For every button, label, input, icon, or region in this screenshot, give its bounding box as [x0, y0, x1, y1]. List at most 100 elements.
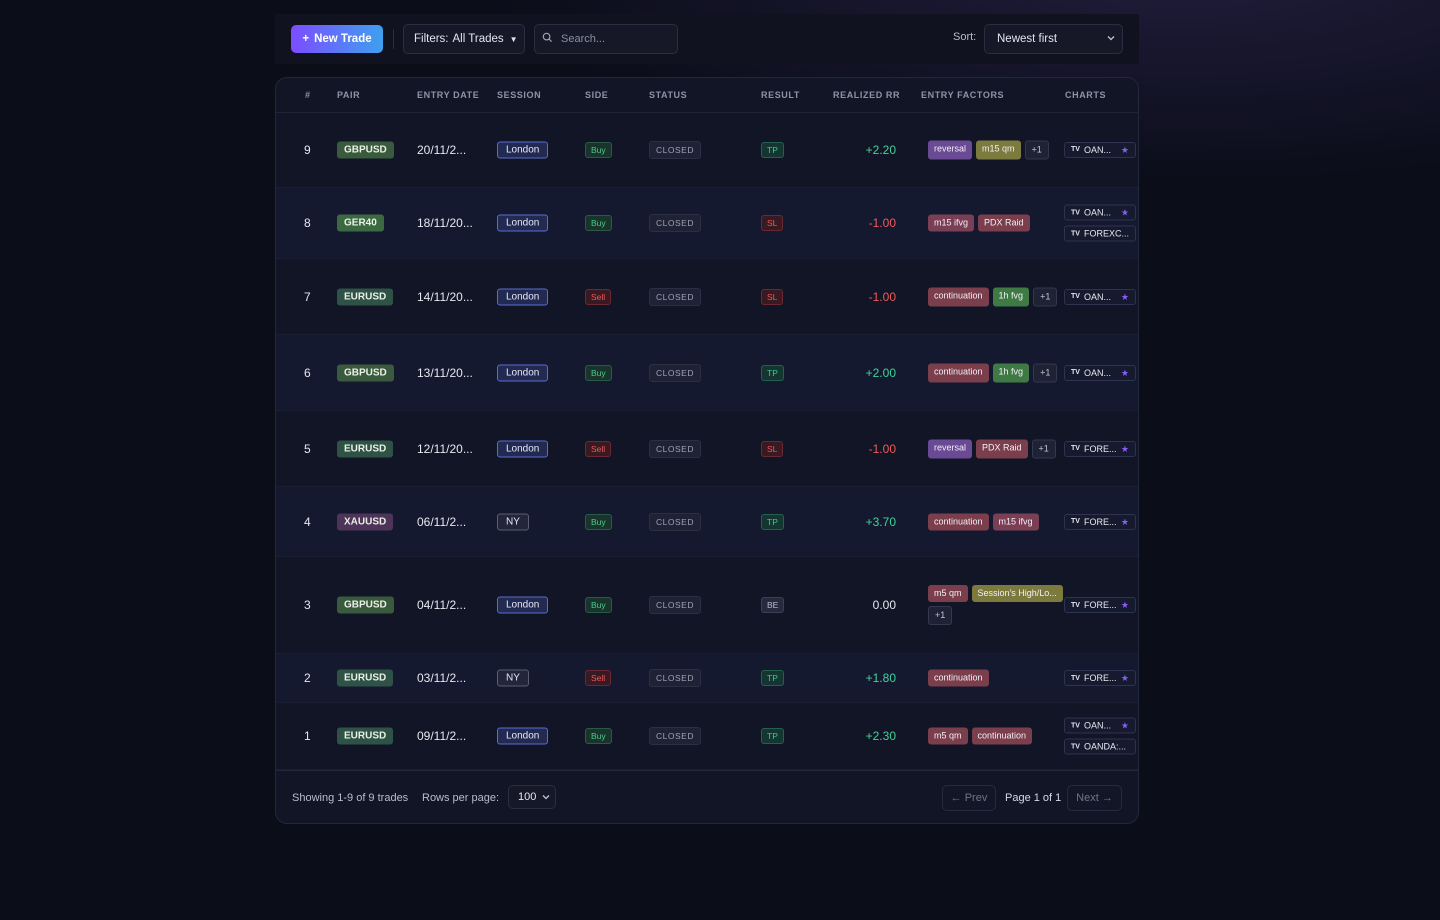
entry-factor-tag: m5 qm	[928, 585, 968, 602]
session-badge: London	[497, 141, 549, 158]
pair-badge: GBPUSD	[337, 141, 394, 158]
result-badge: TP	[761, 141, 784, 158]
entry-date: 14/11/20...	[417, 289, 473, 304]
more-factors-badge[interactable]: +1	[1031, 439, 1056, 458]
table-row[interactable]: 2 EURUSD 03/11/2... NY Sell CLOSED TP +1…	[276, 654, 1138, 703]
table-header: # PAIR ENTRY DATE SESSION SIDE STATUS RE…	[276, 78, 1138, 113]
column-header-entry-factors: ENTRY FACTORS	[921, 90, 1005, 100]
chart-link[interactable]: TV OAN... ★	[1064, 717, 1136, 734]
realized-rr: -1.00	[868, 289, 896, 304]
result-badge: TP	[761, 513, 784, 530]
status-badge: CLOSED	[649, 439, 701, 458]
more-factors-badge[interactable]: +1	[1024, 140, 1049, 159]
entry-factor-tag: 1h fvg	[992, 287, 1030, 306]
new-trade-button[interactable]: + New Trade	[291, 25, 383, 53]
more-factors-badge[interactable]: +1	[1033, 363, 1058, 382]
chart-label: FORE...	[1083, 673, 1117, 683]
tradingview-icon: TV	[1071, 445, 1080, 452]
star-icon: ★	[1120, 367, 1129, 378]
search-input[interactable]	[559, 32, 673, 46]
session-badge: London	[497, 214, 549, 232]
entry-factor-tag: reversal	[928, 439, 973, 458]
chart-link[interactable]: TV OAN... ★	[1064, 141, 1136, 158]
table-row[interactable]: 1 EURUSD 09/11/2... London Buy CLOSED TP…	[276, 703, 1138, 770]
session-badge: London	[497, 596, 549, 614]
entry-factor-tag: continuation	[928, 287, 989, 306]
chart-link[interactable]: TV OAN... ★	[1064, 204, 1136, 221]
chart-label: FORE...	[1083, 516, 1117, 527]
status-badge: CLOSED	[649, 363, 701, 382]
star-icon: ★	[1120, 600, 1129, 610]
side-badge: Sell	[585, 440, 612, 457]
chevron-down-icon	[541, 792, 551, 805]
chart-link[interactable]: TV OAN... ★	[1064, 288, 1136, 305]
column-header-side: SIDE	[585, 90, 609, 100]
entry-date: 04/11/2...	[417, 598, 467, 612]
pair-badge: GER40	[337, 214, 384, 232]
side-badge: Buy	[585, 364, 612, 381]
trade-number: 5	[304, 441, 311, 456]
entry-factors: m15 ifvg PDX Raid	[928, 214, 1064, 232]
realized-rr: +2.20	[865, 142, 896, 157]
chart-link[interactable]: TV FORE... ★	[1064, 440, 1136, 457]
chart-links: TV FORE... ★	[1064, 670, 1136, 686]
tradingview-icon: TV	[1071, 293, 1080, 300]
chart-label: OAN...	[1083, 207, 1111, 218]
sort-value: Newest first	[997, 33, 1058, 45]
more-factors-badge[interactable]: +1	[928, 606, 953, 625]
tradingview-icon: TV	[1071, 674, 1080, 682]
search-box[interactable]	[534, 24, 678, 54]
star-icon: ★	[1120, 516, 1129, 527]
table-row[interactable]: 9 GBPUSD 20/11/2... London Buy CLOSED TP…	[276, 112, 1138, 188]
tradingview-icon: TV	[1071, 230, 1080, 237]
tradingview-icon: TV	[1071, 518, 1080, 525]
trade-number: 3	[304, 598, 311, 612]
table-row[interactable]: 8 GER40 18/11/20... London Buy CLOSED SL…	[276, 188, 1138, 259]
chart-label: OAN...	[1083, 291, 1111, 302]
next-page-button[interactable]: Next →	[1067, 785, 1122, 811]
chart-link[interactable]: TV FORE... ★	[1064, 513, 1136, 530]
result-badge: TP	[761, 670, 784, 686]
chart-link[interactable]: TV OAN... ★	[1064, 364, 1136, 381]
column-header-charts: CHARTS	[1065, 90, 1107, 100]
rows-per-page-select[interactable]: 100	[508, 785, 556, 809]
side-badge: Buy	[585, 141, 612, 158]
chart-label: FORE...	[1083, 600, 1117, 610]
chart-links: TV FORE... ★	[1064, 440, 1136, 457]
chart-label: OANDA:...	[1083, 741, 1126, 752]
table-row[interactable]: 6 GBPUSD 13/11/20... London Buy CLOSED T…	[276, 335, 1138, 411]
status-badge: CLOSED	[649, 512, 701, 531]
filters-label: Filters:	[414, 33, 449, 45]
status-badge: CLOSED	[649, 214, 701, 232]
result-badge: SL	[761, 215, 784, 231]
filters-dropdown[interactable]: Filters: All Trades ▼	[403, 24, 525, 54]
entry-date: 09/11/2...	[417, 729, 467, 743]
status-badge: CLOSED	[649, 287, 701, 306]
table-row[interactable]: 5 EURUSD 12/11/20... London Sell CLOSED …	[276, 411, 1138, 487]
pair-badge: EURUSD	[337, 727, 394, 745]
chart-link[interactable]: TV FOREXC...	[1064, 225, 1136, 242]
entry-date: 13/11/20...	[417, 365, 473, 380]
table-row[interactable]: 7 EURUSD 14/11/20... London Sell CLOSED …	[276, 259, 1138, 335]
chart-links: TV FORE... ★	[1064, 513, 1136, 530]
prev-page-button[interactable]: ← Prev	[942, 785, 996, 811]
entry-date: 03/11/2...	[417, 671, 467, 685]
chart-link[interactable]: TV FORE... ★	[1064, 670, 1136, 686]
entry-factor-tag: m5 qm	[928, 727, 968, 745]
side-badge: Buy	[585, 215, 612, 231]
result-badge: BE	[761, 597, 785, 613]
star-icon: ★	[1120, 291, 1129, 302]
chart-link[interactable]: TV OANDA:...	[1064, 738, 1136, 755]
sort-select[interactable]: Newest first	[984, 24, 1123, 54]
side-badge: Buy	[585, 597, 612, 613]
pair-badge: EURUSD	[337, 440, 394, 457]
entry-factor-tag: reversal	[928, 140, 973, 159]
more-factors-badge[interactable]: +1	[1033, 287, 1058, 306]
showing-count: Showing 1-9 of 9 trades	[292, 792, 409, 804]
chart-link[interactable]: TV FORE... ★	[1064, 597, 1136, 613]
table-row[interactable]: 3 GBPUSD 04/11/2... London Buy CLOSED BE…	[276, 557, 1138, 654]
trade-number: 7	[304, 289, 311, 304]
entry-factors: m5 qm continuation	[928, 727, 1064, 745]
table-row[interactable]: 4 XAUUSD 06/11/2... NY Buy CLOSED TP +3.…	[276, 487, 1138, 557]
pair-badge: GBPUSD	[337, 364, 394, 381]
